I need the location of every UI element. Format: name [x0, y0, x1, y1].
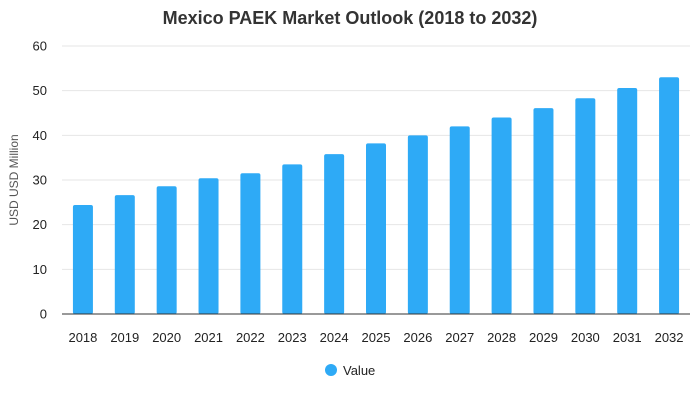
bar[interactable] [324, 154, 345, 314]
x-tick-label: 2029 [529, 330, 558, 345]
legend-marker [325, 364, 337, 376]
x-tick-label: 2032 [655, 330, 684, 345]
bar[interactable] [449, 126, 470, 315]
bar[interactable] [575, 98, 596, 314]
bar[interactable] [240, 173, 261, 314]
bar[interactable] [407, 135, 428, 314]
x-tick-label: 2026 [403, 330, 432, 345]
legend-label: Value [343, 363, 375, 378]
legend[interactable]: Value [325, 363, 375, 378]
x-tick-label: 2021 [194, 330, 223, 345]
y-axis-label: USD USD Million [7, 134, 21, 225]
bar[interactable] [114, 195, 135, 314]
y-axis-ticks: 0 10 20 30 40 50 60 [33, 39, 47, 322]
bars [72, 77, 680, 315]
x-tick-label: 2022 [236, 330, 265, 345]
y-tick-label: 0 [40, 307, 47, 322]
x-tick-label: 2018 [68, 330, 97, 345]
y-tick-label: 20 [33, 217, 47, 232]
x-tick-label: 2028 [487, 330, 516, 345]
bar[interactable] [282, 164, 303, 314]
x-tick-label: 2020 [152, 330, 181, 345]
x-tick-label: 2019 [110, 330, 139, 345]
x-tick-label: 2023 [278, 330, 307, 345]
chart-title: Mexico PAEK Market Outlook (2018 to 2032… [163, 8, 538, 28]
bar[interactable] [366, 143, 386, 314]
y-tick-label: 60 [33, 39, 47, 54]
x-axis-ticks: 2018 2019 2020 2021 2022 2023 2024 2025 2026 2027… [68, 330, 683, 345]
y-tick-label: 30 [33, 173, 47, 188]
x-tick-label: 2027 [445, 330, 474, 345]
bar[interactable] [659, 77, 680, 315]
bar[interactable] [533, 108, 554, 314]
bar[interactable] [617, 87, 638, 314]
y-tick-label: 50 [33, 83, 47, 98]
bar[interactable] [156, 186, 177, 314]
x-tick-label: 2025 [362, 330, 391, 345]
x-tick-label: 2024 [320, 330, 349, 345]
bar[interactable] [491, 117, 512, 314]
bar[interactable] [72, 205, 93, 314]
y-tick-label: 10 [33, 262, 47, 277]
x-tick-label: 2030 [571, 330, 600, 345]
y-tick-label: 40 [33, 128, 47, 143]
bar[interactable] [198, 178, 219, 314]
x-tick-label: 2031 [613, 330, 642, 345]
